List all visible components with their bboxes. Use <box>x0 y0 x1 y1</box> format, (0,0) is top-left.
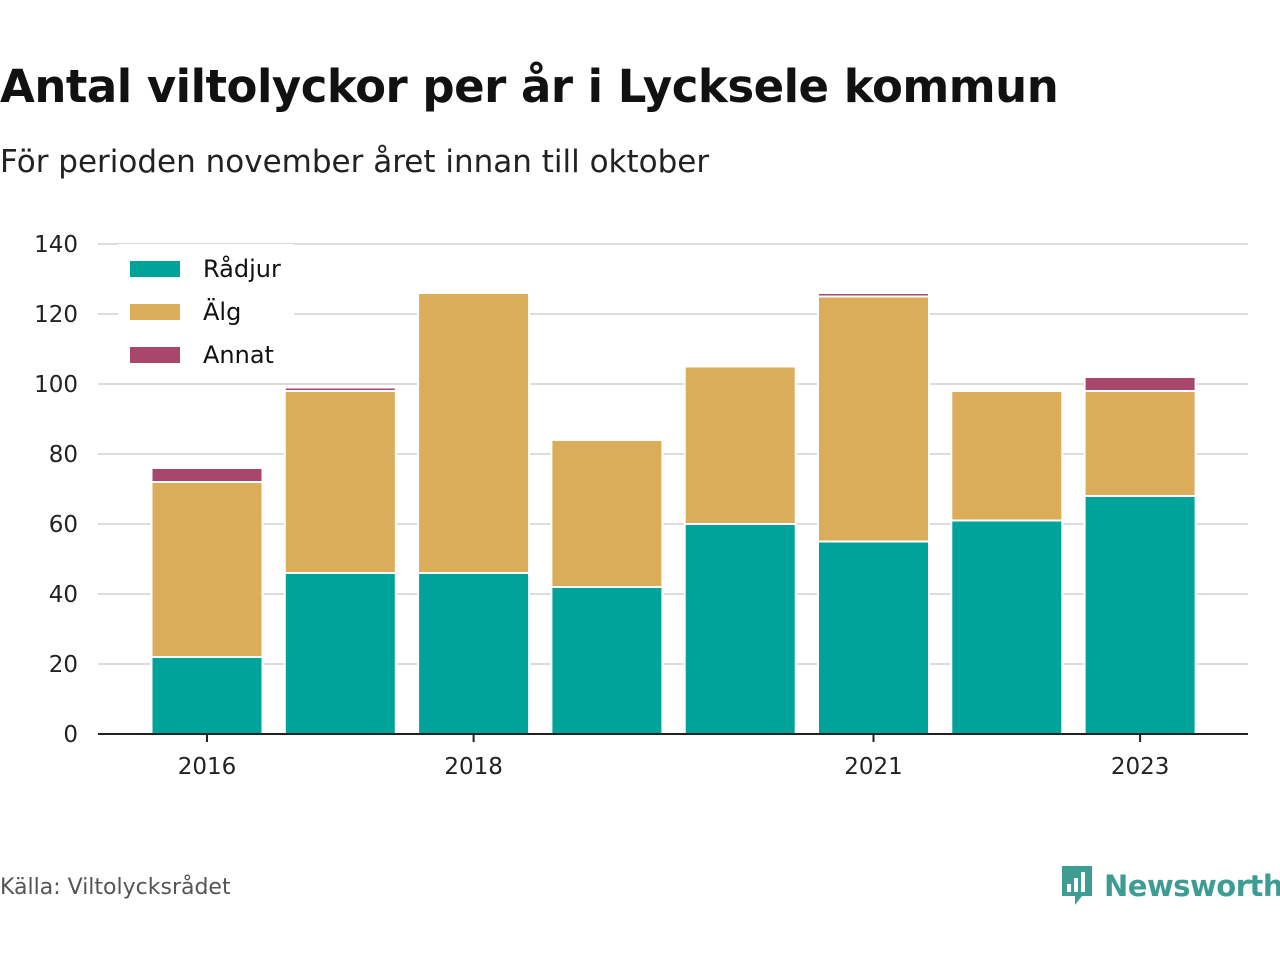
bar-segment[interactable] <box>152 468 263 482</box>
bar-segment[interactable] <box>951 391 1062 521</box>
stacked-bar-chart: 0 20 40 60 80 100 120 140 2016 2018 2021 2023 Rådj… <box>0 0 1280 820</box>
bar-segment[interactable] <box>152 482 263 657</box>
legend-swatch <box>130 347 180 363</box>
legend-label: Älg <box>203 297 241 326</box>
bar-segment[interactable] <box>152 657 263 734</box>
x-tick-label: 2021 <box>844 754 903 780</box>
x-tick-label: 2023 <box>1111 754 1170 780</box>
bar-segment[interactable] <box>1085 391 1196 496</box>
y-tick-label: 140 <box>34 232 78 258</box>
newsworthy-logo-icon <box>1060 864 1094 908</box>
y-tick-label: 40 <box>49 582 78 608</box>
y-tick-label: 0 <box>63 722 78 748</box>
bar-segment[interactable] <box>1085 496 1196 734</box>
legend-label: Annat <box>203 341 274 369</box>
x-tick-label: 2016 <box>178 754 237 780</box>
bar-segment[interactable] <box>685 367 796 525</box>
source-note: Källa: Viltolycksrådet <box>0 875 231 900</box>
bar-segment[interactable] <box>1085 377 1196 391</box>
bar-segment[interactable] <box>818 293 929 297</box>
bar-segment[interactable] <box>285 391 396 573</box>
legend-swatch <box>130 261 180 277</box>
y-axis-ticks: 0 20 40 60 80 100 120 140 <box>34 232 78 748</box>
bar-segment[interactable] <box>285 388 396 392</box>
legend: Rådjur Älg Annat <box>118 244 294 376</box>
bar-segment[interactable] <box>418 573 529 734</box>
x-tick-label: 2018 <box>444 754 503 780</box>
y-tick-label: 120 <box>34 302 78 328</box>
bar-segment[interactable] <box>418 293 529 573</box>
bar-segment[interactable] <box>818 297 929 542</box>
bar-segment[interactable] <box>551 440 662 587</box>
bar-segment[interactable] <box>685 524 796 734</box>
y-tick-label: 20 <box>49 652 78 678</box>
y-tick-label: 100 <box>34 372 78 398</box>
y-tick-label: 60 <box>49 512 78 538</box>
y-tick-label: 80 <box>49 442 78 468</box>
brand-logo[interactable]: Newsworthy <box>1060 864 1280 908</box>
legend-label: Rådjur <box>203 254 281 283</box>
bar-segment[interactable] <box>285 573 396 734</box>
bars <box>152 293 1196 734</box>
brand-name: Newsworthy <box>1104 869 1280 903</box>
x-axis: 2016 2018 2021 2023 <box>98 734 1248 780</box>
bar-segment[interactable] <box>951 521 1062 735</box>
bar-segment[interactable] <box>818 542 929 735</box>
bar-segment[interactable] <box>551 587 662 734</box>
legend-swatch <box>130 304 180 320</box>
